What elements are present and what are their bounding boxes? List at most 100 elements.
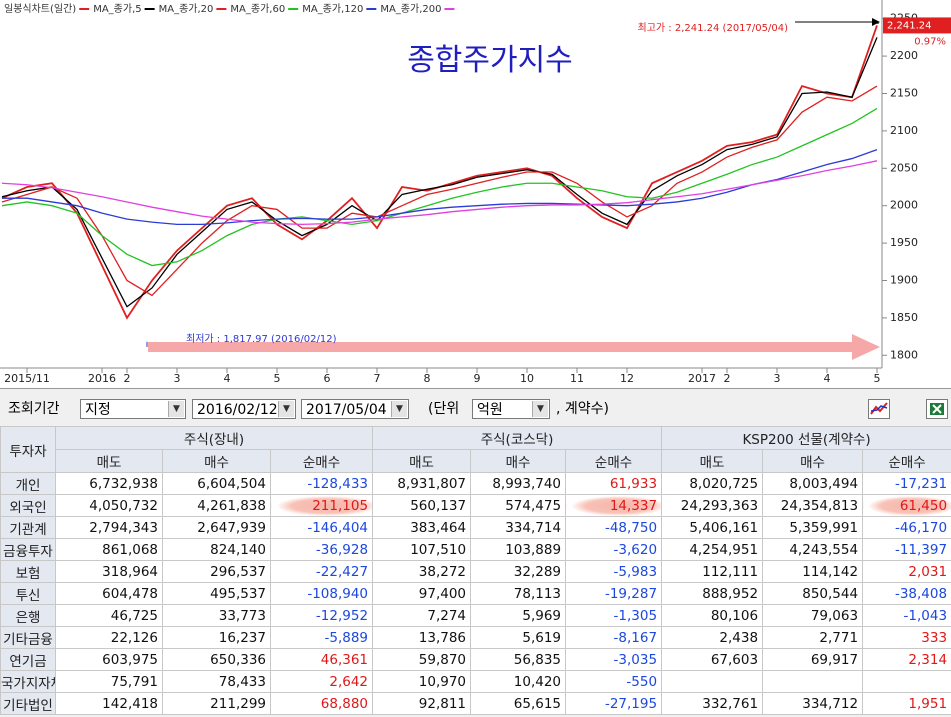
x-tick-label: 3: [774, 372, 781, 385]
row-label: 기타금융: [0, 626, 56, 649]
x-tick-label: 6: [324, 372, 331, 385]
table-cell: 5,359,991: [762, 516, 864, 539]
table-cell: 2,647,939: [162, 516, 271, 539]
table-cell: 560,137: [372, 494, 472, 517]
investor-table: 투자자 주식(장내) 주식(코스닥) KSP200 선물(계약수) 매도 매수 순매수 매도 매…: [0, 426, 951, 715]
table-cell: 61,450: [862, 494, 951, 517]
sub-header: 매수: [762, 449, 864, 473]
x-tick-label: 4: [224, 372, 231, 385]
row-label: 보험: [0, 560, 56, 583]
table-cell: -108,940: [269, 582, 374, 605]
unit: 억원: [477, 402, 503, 418]
table-cell: 10,970: [372, 670, 472, 693]
x-tick-label: 5: [274, 372, 281, 385]
table-cell: -1,305: [565, 604, 663, 627]
x-tick-label: 3: [174, 372, 181, 385]
table-cell: [661, 670, 764, 693]
table-cell: [862, 670, 951, 693]
table-cell: 334,712: [762, 692, 864, 715]
table-cell: 334,714: [470, 516, 567, 539]
table-cell: 142,418: [55, 692, 163, 715]
excel-button[interactable]: [926, 399, 948, 419]
table-cell: 5,969: [470, 604, 567, 627]
sub-header: 순매수: [862, 449, 951, 473]
table-cell: 824,140: [162, 538, 271, 561]
table-cell: 495,537: [162, 582, 271, 605]
x-tick-label: 8: [424, 372, 431, 385]
x-tick-label: 4: [824, 372, 831, 385]
table-cell: 46,725: [55, 604, 163, 627]
row-label: 연기금: [0, 648, 56, 671]
table-cell: 2,642: [269, 670, 374, 693]
dropdown-arrow[interactable]: ▼: [168, 401, 184, 417]
table-cell: 8,931,807: [372, 472, 472, 495]
controls-bar: 조회기간 지정 ▼ 2016/02/12 ▼ 2017/05/04 ▼ (단위 억원 ▼…: [0, 395, 951, 423]
group-header: 주식(장내): [54, 426, 374, 450]
table-cell: -550: [565, 670, 663, 693]
table-cell: 14,337: [565, 494, 663, 517]
start-date-select[interactable]: 2016/02/12 ▼: [192, 399, 296, 419]
table-cell: 4,243,554: [762, 538, 864, 561]
table-cell: 861,068: [55, 538, 163, 561]
table-cell: 2,771: [762, 626, 864, 649]
x-tick-label: 9: [474, 372, 481, 385]
table-cell: 318,964: [55, 560, 163, 583]
table-cell: 4,261,838: [162, 494, 271, 517]
row-label: 외국인: [0, 494, 56, 517]
table-cell: -3,035: [565, 648, 663, 671]
table-cell: 8,003,494: [762, 472, 864, 495]
y-tick-label: 1800: [890, 348, 918, 361]
x-tick-label: 2: [724, 372, 731, 385]
end-date-select[interactable]: 2017/05/04 ▼: [301, 399, 409, 419]
table-cell: 2,794,343: [55, 516, 163, 539]
ma-line: [1, 37, 878, 308]
table-cell: -5,889: [269, 626, 374, 649]
period-select[interactable]: 지정 ▼: [80, 399, 186, 419]
dropdown-arrow[interactable]: ▼: [278, 401, 294, 417]
table-cell: 32,289: [470, 560, 567, 583]
table-cell: 332,761: [661, 692, 764, 715]
dropdown-arrow[interactable]: ▼: [391, 401, 407, 417]
period-mode: 지정: [85, 402, 111, 418]
chart-button[interactable]: [868, 399, 890, 419]
group-header: 주식(코스닥): [372, 426, 663, 450]
table-cell: -1,043: [862, 604, 951, 627]
table-cell: -17,231: [862, 472, 951, 495]
y-tick-label: 2200: [890, 49, 918, 62]
y-tick-label: 1950: [890, 236, 918, 249]
low-arrow: [148, 342, 853, 352]
x-tick-label: 12: [620, 372, 634, 385]
dropdown-arrow[interactable]: ▼: [532, 401, 548, 417]
table-cell: 46,361: [269, 648, 374, 671]
sub-header: 순매수: [269, 449, 374, 473]
legend-label: MA_종가,200: [380, 3, 441, 15]
table-cell: 78,113: [470, 582, 567, 605]
x-tick-label: 2017: [688, 372, 716, 385]
table-cell: 650,336: [162, 648, 271, 671]
table-cell: 850,544: [762, 582, 864, 605]
table-cell: -5,983: [565, 560, 663, 583]
row-label: 국가지자체: [0, 670, 56, 693]
table-cell: 2,438: [661, 626, 764, 649]
table-cell: 80,106: [661, 604, 764, 627]
y-tick-label: 2050: [890, 161, 918, 174]
x-tick-label: 5: [874, 372, 881, 385]
table-cell: 8,020,725: [661, 472, 764, 495]
low-label: 최저가 : 1,817.97 (2016/02/12): [186, 333, 337, 345]
last-price-label: 2,241.24: [887, 20, 932, 31]
high-arrowhead: [872, 18, 880, 26]
table-cell: 112,111: [661, 560, 764, 583]
table-cell: -146,404: [269, 516, 374, 539]
row-label: 기관계: [0, 516, 56, 539]
table-cell: 69,917: [762, 648, 864, 671]
table-cell: 603,975: [55, 648, 163, 671]
row-label: 투신: [0, 582, 56, 605]
table-cell: -128,433: [269, 472, 374, 495]
x-tick-label: 2016: [88, 372, 116, 385]
table-cell: 24,293,363: [661, 494, 764, 517]
unit-select[interactable]: 억원 ▼: [472, 399, 550, 419]
table-cell: 6,732,938: [55, 472, 163, 495]
unit-open: (단위: [428, 401, 460, 417]
table-cell: 211,299: [162, 692, 271, 715]
